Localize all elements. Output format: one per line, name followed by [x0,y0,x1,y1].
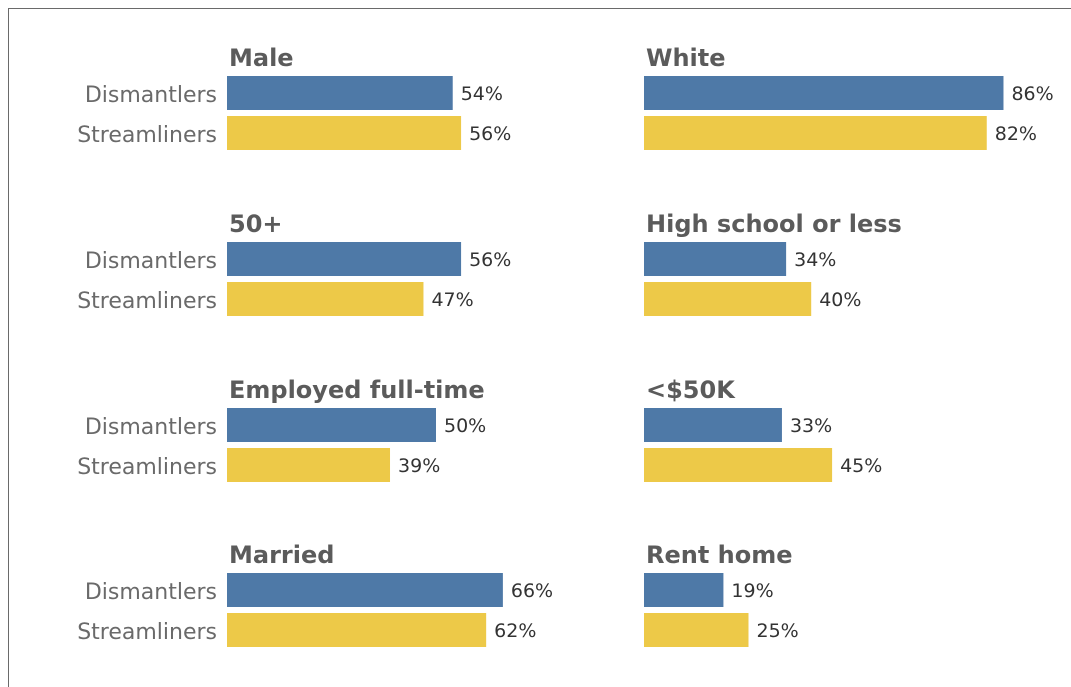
bar-rent-home-dismantlers [644,573,724,607]
bar-rent-home-streamliners [644,613,749,647]
panel-title-50k: <$50K [646,376,736,404]
row-label-streamliners: Streamliners [77,620,217,645]
bar-white-streamliners [644,116,987,150]
value-label-employed-full-time-dismantlers: 50% [444,415,486,437]
chart-frame [8,8,1071,687]
row-label-dismantlers: Dismantlers [85,415,217,440]
value-label-employed-full-time-streamliners: 39% [398,455,440,477]
row-label-streamliners: Streamliners [77,455,217,480]
row-label-dismantlers: Dismantlers [85,580,217,605]
panel-title-rent-home: Rent home [646,541,793,569]
bar-male-dismantlers [227,76,453,110]
bar-50k-streamliners [644,448,833,482]
value-label-rent-home-dismantlers: 19% [731,580,773,602]
value-label-high-school-or-less-streamliners: 40% [819,289,861,311]
value-label-male-dismantlers: 54% [461,83,503,105]
row-label-dismantlers: Dismantlers [85,83,217,108]
value-label-male-streamliners: 56% [469,123,511,145]
row-label-streamliners: Streamliners [77,123,217,148]
value-label-married-streamliners: 62% [494,620,536,642]
bar-white-dismantlers [644,76,1004,110]
bar-married-dismantlers [227,573,503,607]
value-label-married-dismantlers: 66% [511,580,553,602]
value-label-50-streamliners: 47% [431,289,473,311]
value-label-50k-dismantlers: 33% [790,415,832,437]
bar-50k-dismantlers [644,408,782,442]
bar-employed-full-time-dismantlers [227,408,436,442]
panel-title-married: Married [229,541,334,569]
value-label-rent-home-streamliners: 25% [757,620,799,642]
bar-employed-full-time-streamliners [227,448,391,482]
row-label-streamliners: Streamliners [77,289,217,314]
bar-50-streamliners [227,282,424,316]
panel-title-high-school-or-less: High school or less [646,210,902,238]
row-label-dismantlers: Dismantlers [85,249,217,274]
bar-high-school-or-less-dismantlers [644,242,787,276]
bar-married-streamliners [227,613,487,647]
value-label-50k-streamliners: 45% [840,455,882,477]
panel-title-male: Male [229,44,294,72]
panel-title-white: White [646,44,726,72]
bar-high-school-or-less-streamliners [644,282,812,316]
value-label-high-school-or-less-dismantlers: 34% [794,249,836,271]
bar-50-dismantlers [227,242,462,276]
value-label-white-streamliners: 82% [995,123,1037,145]
value-label-50-dismantlers: 56% [469,249,511,271]
bar-male-streamliners [227,116,462,150]
panel-title-employed-full-time: Employed full-time [229,376,485,404]
value-label-white-dismantlers: 86% [1011,83,1053,105]
panel-title-50: 50+ [229,210,283,238]
